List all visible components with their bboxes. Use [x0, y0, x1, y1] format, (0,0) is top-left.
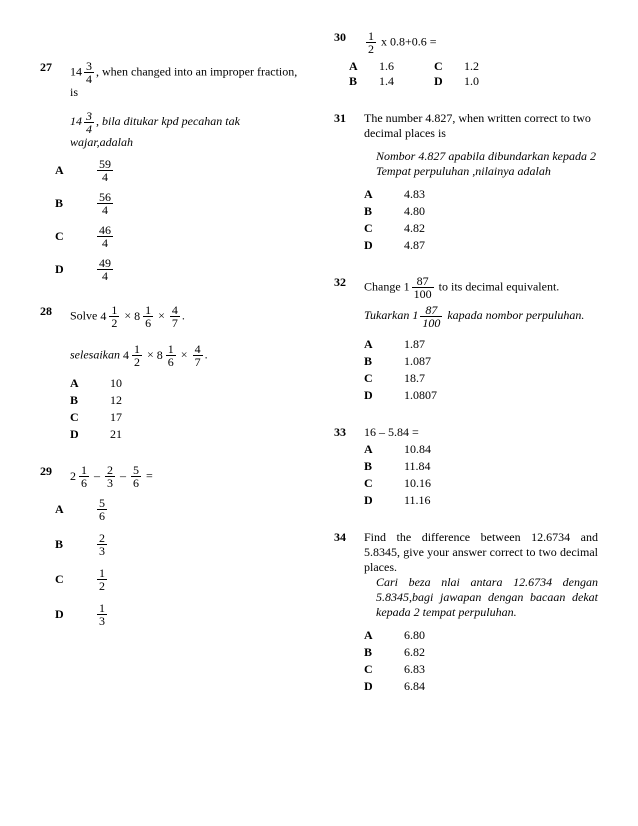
question-33: 33 16 – 5.84 = A10.84 B11.84 C10.16 D11.… — [334, 425, 598, 508]
question-28: 28 Solve 412 × 816 × 47. selesaikan 412 … — [40, 304, 304, 442]
q32-number: 32 — [334, 275, 364, 290]
q29-number: 29 — [40, 464, 70, 479]
right-column: 30 12 x 0.8+0.6 = A1.6 C1.2 B1.4 D1.0 31 — [334, 30, 598, 716]
q28-solve: Solve — [70, 308, 97, 322]
q31-number: 31 — [334, 111, 364, 126]
question-34: 34 Find the difference between 12.6734 a… — [334, 530, 598, 694]
question-27: 27 1434, when changed into an improper f… — [40, 60, 304, 282]
q34-number: 34 — [334, 530, 364, 545]
q30-number: 30 — [334, 30, 364, 45]
q34-ital: Cari beza nlai antara 12.6734 dengan 5.8… — [376, 575, 598, 620]
question-31: 31 The number 4.827, when written correc… — [334, 111, 598, 253]
q33-expr: 16 – 5.84 = — [364, 425, 419, 439]
q27-post: , when changed into an improper fraction… — [70, 64, 297, 99]
q28-seles: selesaikan — [70, 347, 120, 361]
q34-text: Find the difference between 12.6734 and … — [364, 530, 598, 575]
question-29: 29 216 – 23 – 56 = A56 B23 C12 D13 — [40, 464, 304, 627]
question-30: 30 12 x 0.8+0.6 = A1.6 C1.2 B1.4 D1.0 — [334, 30, 598, 89]
question-32: 32 Change 187100 to its decimal equivale… — [334, 275, 598, 403]
q27-number: 27 — [40, 60, 70, 75]
left-column: 27 1434, when changed into an improper f… — [40, 30, 304, 716]
q27-pre: 14 — [70, 64, 82, 78]
q33-number: 33 — [334, 425, 364, 440]
q27-ital-post: , bila ditukar kpd pecahan tak wajar,ada… — [70, 114, 240, 149]
q31-text: The number 4.827, when written correct t… — [364, 111, 591, 140]
q28-number: 28 — [40, 304, 70, 319]
q30-expr: x 0.8+0.6 = — [378, 34, 437, 48]
q27-ital-pre: 14 — [70, 114, 82, 128]
